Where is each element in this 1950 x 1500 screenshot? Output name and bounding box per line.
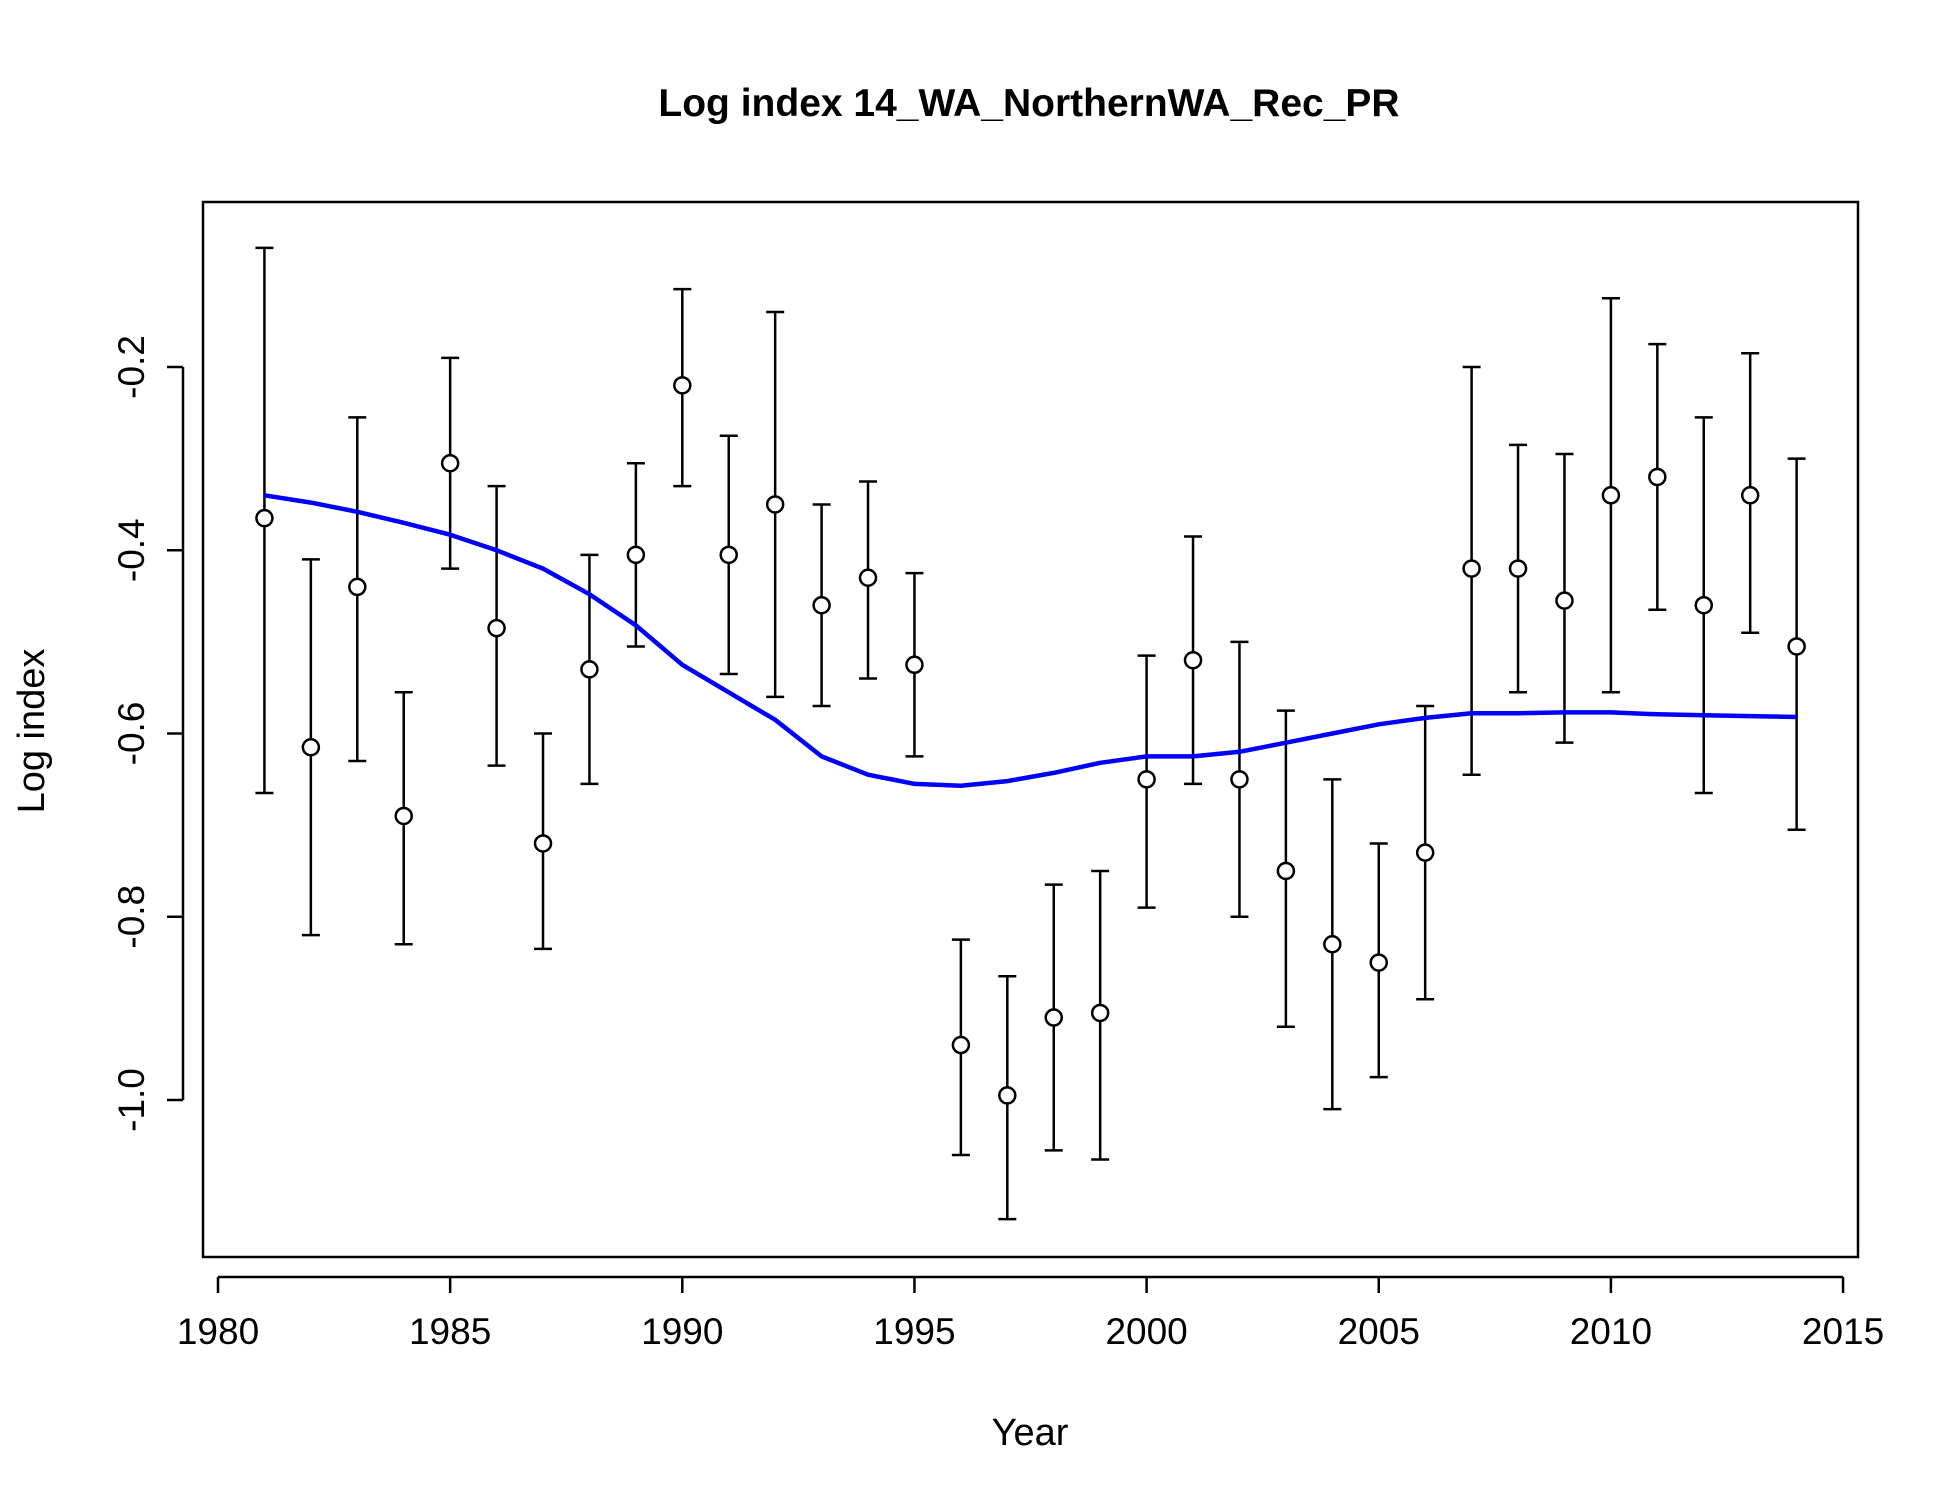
data-point [812, 595, 831, 615]
plot-frame [201, 200, 1860, 1259]
data-point [858, 568, 878, 587]
fit-line [264, 493, 1797, 788]
y-tick-label: -1.0 [111, 1068, 152, 1132]
data-point [1090, 1003, 1110, 1023]
data-point [719, 545, 738, 565]
x-tick-label: 2000 [1105, 1311, 1187, 1352]
data-point [580, 660, 599, 679]
data-point [1694, 595, 1714, 615]
data-point [1369, 953, 1388, 972]
data-point [1462, 559, 1481, 578]
data-point [626, 545, 646, 565]
error-bars [255, 246, 1806, 1221]
x-tick-label: 1985 [409, 1311, 491, 1352]
data-point [394, 806, 413, 826]
data-point [1555, 591, 1574, 610]
expected-index-line [264, 493, 1797, 788]
x-tick-label: 2015 [1802, 1311, 1884, 1352]
data-point [1183, 650, 1203, 670]
y-axis: -1.0 -0.8 -0.6 -0.4 -0.2 [111, 335, 185, 1132]
data-points [255, 376, 1806, 1105]
x-axis: 1980 1985 1990 1995 2000 2005 2010 2015 [177, 1275, 1884, 1352]
data-point [905, 655, 924, 675]
data-point [673, 376, 692, 395]
data-point [951, 1035, 971, 1055]
y-tick-label: -0.4 [111, 518, 152, 582]
data-point [1601, 486, 1621, 505]
data-point [1787, 637, 1806, 656]
data-point [348, 577, 367, 597]
data-point [1230, 770, 1249, 789]
data-point [533, 834, 553, 853]
data-point [1648, 467, 1667, 487]
x-tick-label: 2010 [1570, 1311, 1652, 1352]
data-point [1044, 1008, 1063, 1027]
y-tick-label: -0.6 [111, 702, 152, 766]
x-axis-title: Year [992, 1412, 1069, 1454]
data-point [1276, 861, 1296, 881]
chart-title: Log index 14_WA_NorthernWA_Rec_PR [658, 82, 1399, 125]
data-point [487, 618, 506, 638]
data-point [1323, 934, 1342, 954]
data-point [1415, 843, 1435, 862]
data-point [255, 508, 274, 528]
x-tick-label: 1980 [177, 1311, 259, 1352]
y-tick-label: -0.8 [111, 885, 152, 949]
data-point [440, 453, 460, 473]
data-point [1740, 486, 1760, 505]
data-point [1137, 770, 1156, 789]
data-point [1508, 559, 1528, 578]
data-point [765, 495, 785, 514]
data-point [998, 1086, 1017, 1105]
x-tick-label: 1995 [873, 1311, 955, 1352]
x-tick-label: 2005 [1338, 1311, 1420, 1352]
y-tick-label: -0.2 [111, 335, 152, 399]
y-axis-title: Log index [11, 649, 53, 814]
x-tick-label: 1990 [641, 1311, 723, 1352]
data-point [301, 737, 321, 757]
